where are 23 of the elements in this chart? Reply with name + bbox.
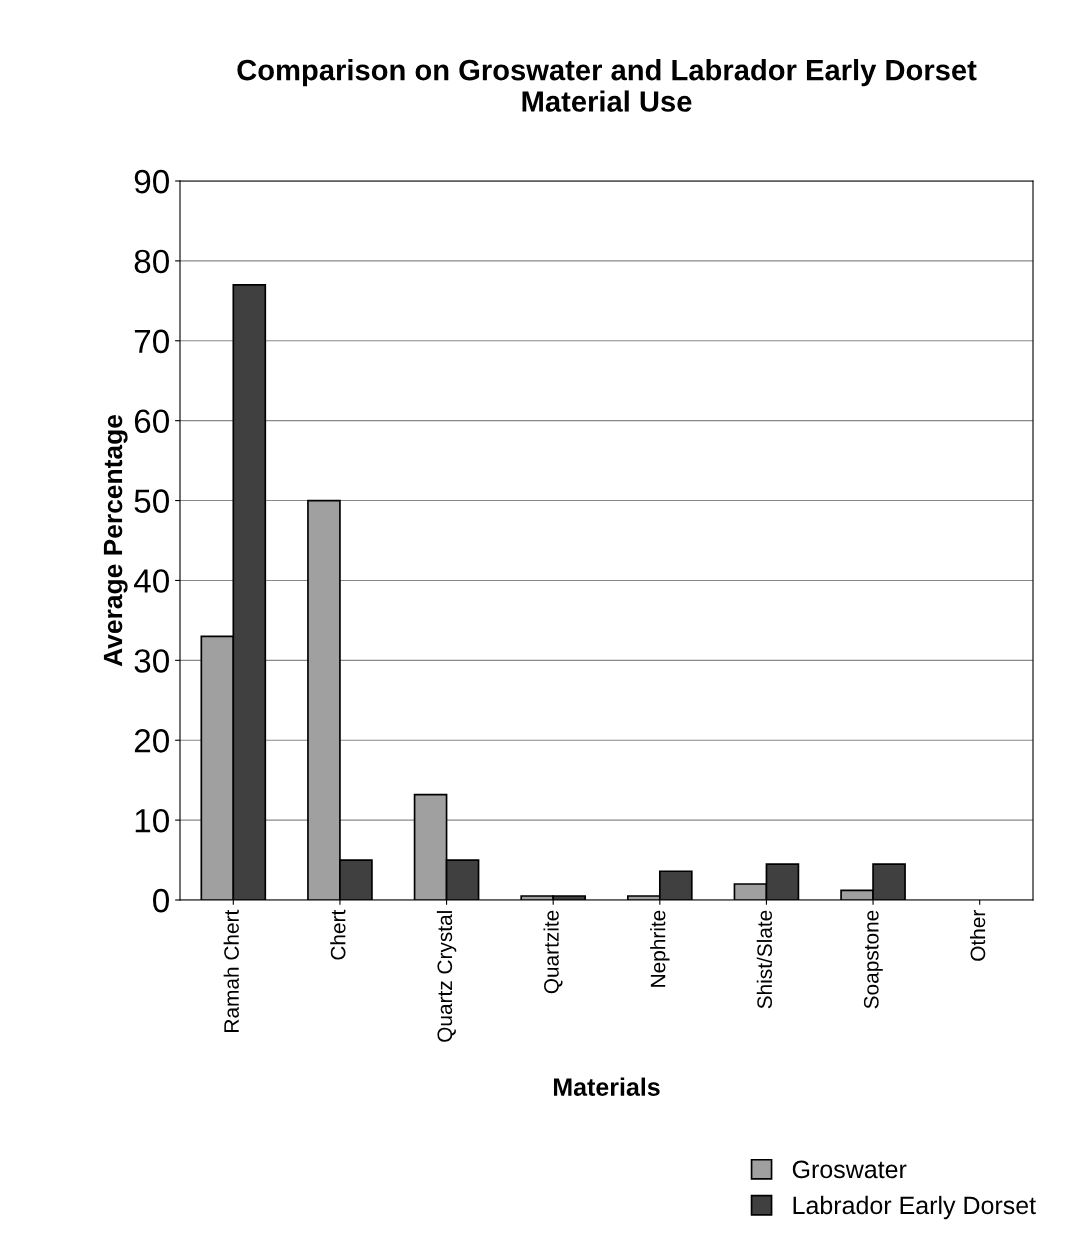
y-tick-label: 80 <box>134 249 169 274</box>
x-tick-label: Soapstone <box>863 910 883 1009</box>
y-tick-label: 50 <box>134 489 169 513</box>
x-tick-label: Shist/Slate <box>756 910 773 1009</box>
legend-label: Labrador Early Dorset <box>793 1195 1036 1220</box>
legend-label: Groswater <box>792 1160 907 1179</box>
y-tick-label: 60 <box>134 409 169 434</box>
x-tick-label: Quartzite <box>543 910 563 994</box>
x-tick-label: Nephrite <box>650 910 670 987</box>
y-axis-title: Average Percentage <box>103 415 128 667</box>
y-tick-label: 90 <box>134 169 169 194</box>
x-tick-label: Ramah Chert <box>223 909 239 1032</box>
x-axis-title: Materials <box>553 1077 660 1096</box>
y-tick-label: 30 <box>134 649 169 673</box>
x-tick-label: Quartz Crystal <box>436 911 457 1042</box>
y-tick-label: 10 <box>135 808 169 833</box>
x-tick-label: Other <box>969 910 986 961</box>
y-tick-label: 0 <box>153 888 169 913</box>
chart-title: Comparison on Groswater and Labrador Early Dorset Material Use <box>237 59 977 112</box>
y-tick-label: 70 <box>134 329 169 354</box>
y-tick-label: 20 <box>134 729 169 753</box>
x-tick-label: Chert <box>330 909 346 960</box>
y-tick-label: 40 <box>133 569 169 593</box>
